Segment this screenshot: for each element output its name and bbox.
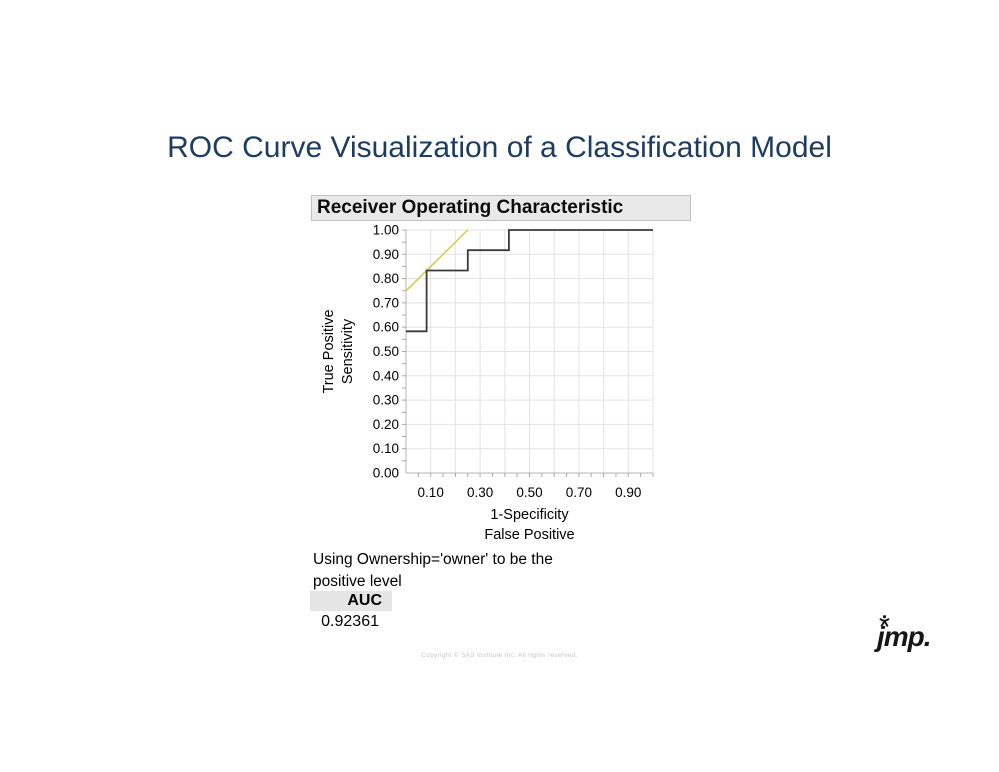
x-tick-label: 0.10	[418, 485, 444, 500]
report-header-title: Receiver Operating Characteristic	[317, 197, 624, 218]
auc-column-header: AUC	[310, 591, 392, 611]
x-axis-title-line2: False Positive	[484, 527, 574, 543]
jmp-logo-text: jmp.	[877, 621, 932, 652]
y-tick-label: 1.00	[373, 223, 399, 238]
x-tick-label: 0.50	[516, 485, 542, 500]
y-tick-label: 0.20	[373, 417, 399, 432]
y-axis-title-line1: True Positive	[321, 309, 337, 393]
jmp-logo: jmp.	[877, 615, 941, 659]
tangent-reference-line	[405, 229, 469, 292]
positive-level-note: Using Ownership='owner' to be the positi…	[313, 549, 553, 593]
y-tick-label: 0.30	[373, 393, 399, 408]
y-tick-label: 0.60	[373, 320, 399, 335]
note-line-2: positive level	[313, 573, 402, 590]
y-tick-label: 0.50	[373, 344, 399, 359]
y-axis-title-line2: Sensitivity	[340, 318, 356, 384]
y-tick-label: 0.80	[373, 271, 399, 286]
x-tick-label: 0.90	[615, 485, 641, 500]
y-tick-label: 0.10	[373, 441, 399, 456]
x-tick-label: 0.30	[467, 485, 493, 500]
y-tick-label: 0.70	[373, 295, 399, 310]
roc-plot-svg: 0.00 0.10 0.20 0.30 0.40 0.50 0.60 0.70 0.80 0.90…	[321, 223, 654, 543]
report-header-bar: Receiver Operating Characteristic	[311, 195, 691, 221]
auc-value: 0.92361	[321, 613, 379, 630]
jmp-person-icon	[879, 615, 890, 627]
page-title: ROC Curve Visualization of a Classificat…	[167, 131, 832, 164]
y-tick-label: 0.40	[373, 368, 399, 383]
x-axis-title-line1: 1-Specificity	[490, 507, 569, 523]
x-tick-label: 0.70	[566, 485, 592, 500]
note-line-1: Using Ownership='owner' to be the	[313, 551, 553, 568]
y-tick-label: 0.00	[373, 466, 399, 481]
y-tick-label: 0.90	[373, 247, 399, 262]
roc-curve-line	[406, 229, 653, 333]
copyright-text: Copyright © SAS Institute Inc. All right…	[421, 652, 578, 659]
